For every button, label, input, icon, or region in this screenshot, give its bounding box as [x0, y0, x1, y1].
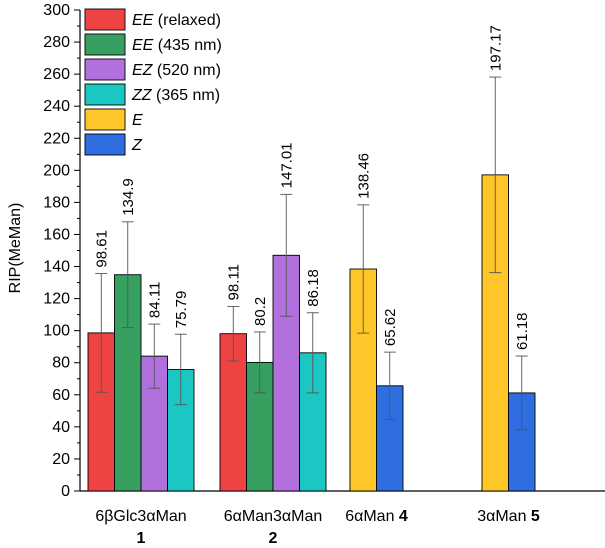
y-tick-label: 220 — [43, 130, 70, 147]
legend-label: Z — [131, 137, 143, 154]
category-label: 6αMan3αMan — [224, 508, 323, 525]
value-label: 197.17 — [487, 25, 504, 71]
category-number: 2 — [269, 530, 278, 547]
category-number: 1 — [137, 530, 146, 547]
legend-swatch — [84, 58, 126, 81]
legend: EE (relaxed) EE (435 nm) EZ (520 nm) ZZ (36… — [84, 8, 222, 156]
y-tick-label: 160 — [43, 226, 70, 243]
value-label: 84.11 — [146, 282, 163, 318]
legend-swatch — [84, 83, 126, 106]
y-tick-label: 240 — [43, 98, 70, 115]
value-label: 75.79 — [173, 291, 190, 329]
legend-swatch — [84, 133, 126, 156]
y-tick-label: 200 — [43, 162, 70, 179]
y-tick-label: 60 — [52, 387, 70, 404]
y-axis-title: RIP(MeMan) — [7, 203, 24, 294]
axes: 0 20 40 60 80 100 120 140 160 180 200 220 240 260 280 3… — [43, 2, 605, 500]
category-label: 6αMan 4 — [345, 508, 408, 525]
y-tick-label: 140 — [43, 259, 70, 276]
error-bars — [95, 76, 528, 431]
value-label: 61.18 — [514, 312, 531, 350]
legend-swatch — [84, 33, 126, 56]
category-label: 6βGlc3αMan — [95, 508, 186, 525]
value-label: 134.9 — [120, 178, 137, 216]
y-tick-label: 100 — [43, 323, 70, 340]
bars — [87, 174, 536, 492]
y-tick-label: 0 — [61, 483, 70, 500]
value-label: 98.11 — [225, 264, 242, 300]
value-label: 98.61 — [93, 230, 110, 268]
value-label: 86.18 — [305, 269, 322, 307]
legend-swatch — [84, 8, 126, 31]
y-tick-label: 300 — [43, 2, 70, 19]
y-tick-label: 180 — [43, 194, 70, 211]
legend-label: E — [132, 112, 143, 129]
value-labels: 98.61 134.9 84.11 75.79 98.11 80.2 147.01 86.18… — [93, 25, 531, 350]
legend-swatch — [84, 108, 126, 131]
value-label: 147.01 — [278, 142, 295, 188]
category-label: 3αMan 5 — [477, 508, 540, 525]
y-tick-label: 260 — [43, 66, 70, 83]
legend-label: EE (relaxed) — [132, 12, 221, 29]
y-tick-label: 20 — [52, 451, 70, 468]
value-label: 138.46 — [355, 153, 372, 199]
value-label: 80.2 — [252, 297, 269, 326]
category-labels: 6βGlc3αMan 1 6αMan3αMan 2 6αMan 4 3αMan 5 — [95, 508, 540, 547]
value-label: 65.62 — [382, 309, 399, 347]
y-tick-label: 280 — [43, 34, 70, 51]
y-tick-label: 40 — [52, 419, 70, 436]
legend-label: ZZ (365 nm) — [131, 87, 220, 104]
y-tick-label: 120 — [43, 291, 70, 308]
legend-label: EZ (520 nm) — [132, 62, 221, 79]
y-tick-label: 80 — [52, 355, 70, 372]
bar — [272, 254, 300, 492]
legend-label: EE (435 nm) — [132, 37, 222, 54]
